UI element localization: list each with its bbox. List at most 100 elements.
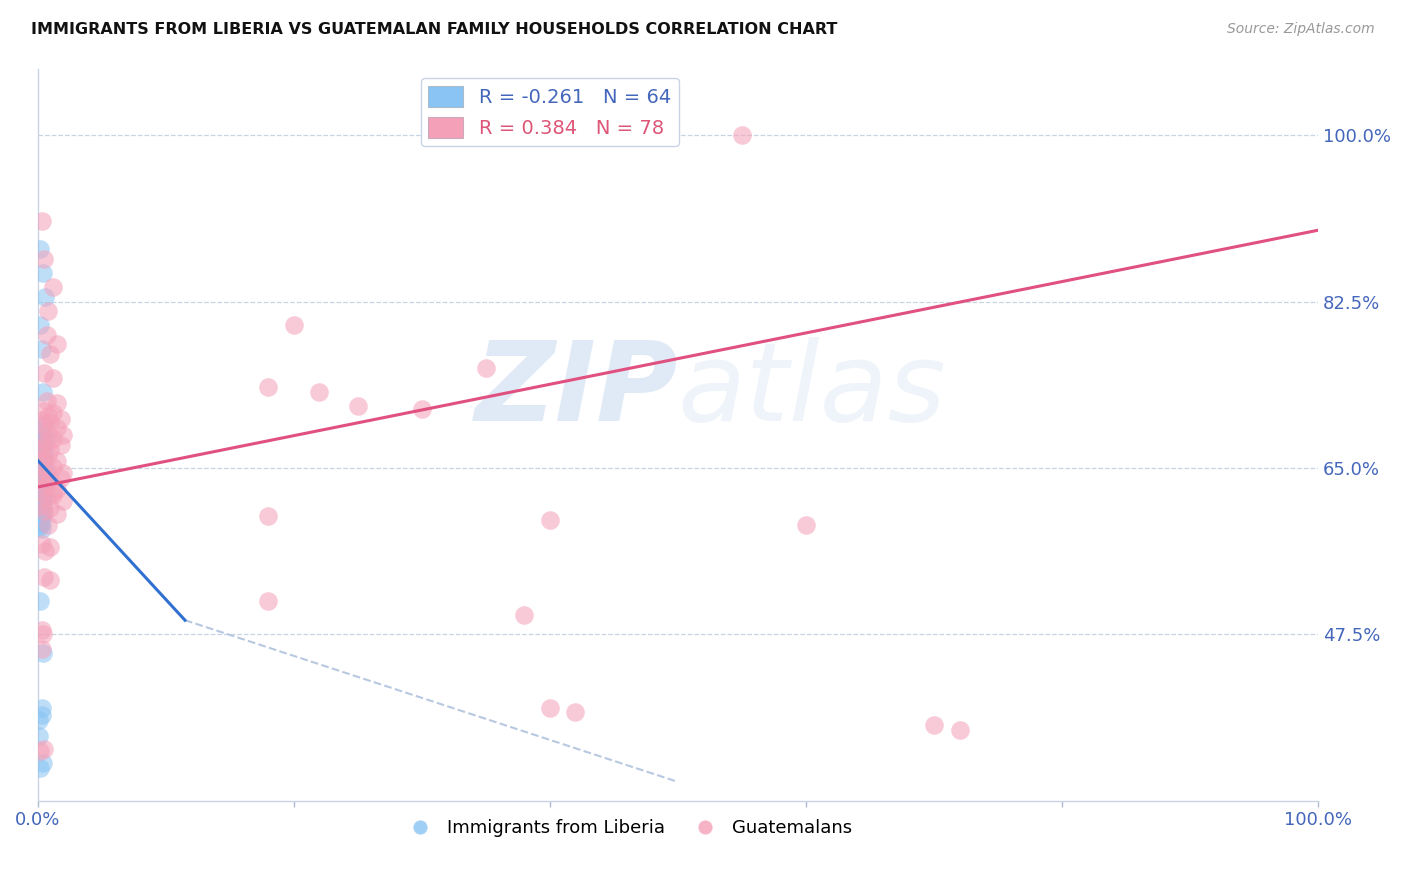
Point bbox=[538, 700, 561, 714]
Point bbox=[949, 723, 972, 737]
Point bbox=[28, 729, 51, 743]
Point bbox=[794, 518, 817, 533]
Point bbox=[28, 514, 51, 528]
Point bbox=[411, 402, 433, 417]
Point bbox=[42, 280, 65, 294]
Point bbox=[42, 460, 65, 475]
Point bbox=[42, 370, 65, 384]
Point bbox=[31, 439, 53, 453]
Point bbox=[31, 647, 53, 661]
Point bbox=[32, 366, 55, 380]
Point bbox=[28, 713, 51, 727]
Point bbox=[30, 518, 52, 533]
Point bbox=[31, 266, 53, 280]
Point bbox=[31, 495, 53, 509]
Point bbox=[31, 522, 53, 536]
Point bbox=[31, 756, 53, 770]
Point bbox=[308, 384, 330, 399]
Point bbox=[31, 468, 53, 483]
Point bbox=[31, 484, 53, 499]
Point bbox=[30, 446, 52, 460]
Point bbox=[37, 409, 59, 423]
Point bbox=[32, 252, 55, 266]
Point bbox=[32, 418, 55, 433]
Point bbox=[31, 507, 53, 521]
Point bbox=[30, 744, 52, 758]
Point bbox=[31, 413, 53, 427]
Point bbox=[32, 451, 55, 466]
Point bbox=[32, 741, 55, 756]
Point bbox=[475, 361, 498, 376]
Text: ZIP: ZIP bbox=[474, 337, 678, 444]
Point bbox=[52, 427, 75, 442]
Point bbox=[31, 442, 53, 456]
Point bbox=[513, 608, 536, 623]
Point bbox=[35, 463, 58, 477]
Point bbox=[35, 491, 58, 506]
Point bbox=[52, 466, 75, 480]
Point bbox=[283, 318, 305, 333]
Point bbox=[32, 443, 55, 458]
Point bbox=[32, 480, 55, 494]
Point bbox=[31, 708, 53, 723]
Point bbox=[31, 461, 53, 475]
Point bbox=[31, 384, 53, 399]
Point bbox=[31, 627, 53, 641]
Point bbox=[31, 483, 53, 498]
Point bbox=[31, 488, 53, 502]
Point bbox=[30, 446, 52, 460]
Point bbox=[28, 493, 51, 508]
Point bbox=[30, 491, 52, 506]
Point bbox=[32, 490, 55, 504]
Point bbox=[31, 623, 53, 637]
Point bbox=[42, 433, 65, 447]
Point bbox=[39, 470, 62, 484]
Point bbox=[28, 459, 51, 474]
Point bbox=[49, 411, 72, 425]
Point bbox=[31, 641, 53, 656]
Point bbox=[28, 468, 51, 483]
Point bbox=[31, 213, 53, 227]
Point bbox=[45, 421, 67, 435]
Point bbox=[49, 470, 72, 484]
Text: atlas: atlas bbox=[678, 337, 946, 444]
Point bbox=[49, 438, 72, 452]
Point bbox=[34, 463, 56, 477]
Point bbox=[28, 508, 51, 523]
Point bbox=[257, 380, 280, 394]
Point bbox=[39, 347, 62, 361]
Point bbox=[31, 457, 53, 471]
Point bbox=[39, 415, 62, 429]
Point bbox=[32, 570, 55, 584]
Point bbox=[30, 512, 52, 526]
Point bbox=[39, 442, 62, 457]
Point bbox=[31, 537, 53, 551]
Point bbox=[37, 449, 59, 463]
Point bbox=[30, 505, 52, 519]
Point bbox=[32, 418, 55, 433]
Point bbox=[30, 474, 52, 488]
Text: Source: ZipAtlas.com: Source: ZipAtlas.com bbox=[1227, 22, 1375, 37]
Point bbox=[31, 431, 53, 445]
Point bbox=[37, 304, 59, 318]
Point bbox=[28, 434, 51, 449]
Point bbox=[35, 394, 58, 409]
Point bbox=[28, 500, 51, 515]
Point bbox=[34, 543, 56, 558]
Point bbox=[37, 518, 59, 533]
Point bbox=[39, 500, 62, 515]
Point bbox=[39, 540, 62, 554]
Point bbox=[30, 437, 52, 451]
Point bbox=[34, 433, 56, 447]
Point bbox=[45, 337, 67, 351]
Point bbox=[30, 318, 52, 333]
Point bbox=[31, 342, 53, 356]
Point bbox=[731, 128, 754, 142]
Point bbox=[45, 454, 67, 468]
Point bbox=[42, 484, 65, 499]
Point bbox=[45, 507, 67, 521]
Point bbox=[32, 453, 55, 467]
Point bbox=[31, 499, 53, 513]
Point bbox=[28, 423, 51, 437]
Point bbox=[31, 427, 53, 442]
